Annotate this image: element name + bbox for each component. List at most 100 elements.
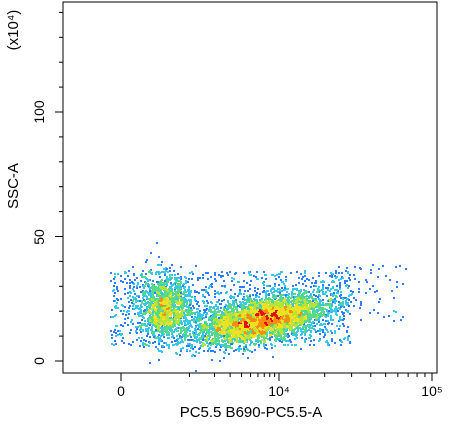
event-dot: [129, 305, 131, 307]
event-dot: [345, 270, 347, 272]
event-dot: [335, 311, 337, 313]
event-dot: [232, 302, 234, 304]
event-dot: [184, 323, 186, 325]
event-dot: [154, 298, 156, 300]
event-dot: [287, 344, 289, 346]
event-dot: [315, 285, 317, 287]
event-dot: [173, 337, 175, 339]
event-dot: [223, 314, 225, 316]
event-dot: [152, 295, 154, 297]
event-dot: [139, 307, 141, 309]
event-dot: [209, 326, 211, 328]
event-dot: [258, 296, 260, 298]
event-dot: [355, 299, 357, 301]
event-dot: [183, 301, 185, 303]
event-dot: [159, 331, 161, 333]
event-dot: [330, 316, 332, 318]
event-dot: [312, 291, 314, 293]
event-dot: [402, 283, 404, 285]
event-dot: [269, 339, 271, 341]
event-dot: [141, 306, 143, 308]
event-dot: [340, 297, 342, 299]
event-dot: [236, 303, 238, 305]
event-dot: [171, 288, 173, 290]
event-dot: [271, 292, 273, 294]
event-dot: [235, 301, 237, 303]
event-dot: [173, 320, 175, 322]
event-dot: [169, 279, 171, 281]
event-dot: [152, 342, 154, 344]
event-dot: [137, 305, 139, 307]
event-dot: [219, 349, 221, 351]
event-dot: [186, 303, 188, 305]
event-dot: [369, 288, 371, 290]
event-dot: [278, 333, 280, 335]
event-dot: [207, 345, 209, 347]
event-dot: [319, 295, 321, 297]
event-dot: [211, 359, 213, 361]
event-dot: [144, 323, 146, 325]
event-dot: [139, 322, 141, 324]
event-dot: [209, 347, 211, 349]
event-dot: [274, 301, 276, 303]
event-dots: [110, 242, 407, 372]
event-dot: [242, 331, 244, 333]
event-dot: [168, 302, 170, 304]
event-dot: [211, 328, 213, 330]
event-dot: [164, 322, 166, 324]
event-dot: [313, 285, 315, 287]
event-dot: [305, 327, 307, 329]
event-dot: [132, 266, 134, 268]
event-dot: [148, 298, 150, 300]
event-dot: [256, 332, 258, 334]
event-dot: [161, 329, 163, 331]
event-dot: [226, 339, 228, 341]
event-dot: [164, 314, 166, 316]
event-dot: [160, 327, 162, 329]
event-dot: [255, 340, 257, 342]
event-dot: [339, 308, 341, 310]
event-dot: [173, 299, 175, 301]
event-dot: [155, 273, 157, 275]
event-dot: [179, 289, 181, 291]
event-dot: [208, 334, 210, 336]
event-dot: [169, 298, 171, 300]
event-dot: [144, 276, 146, 278]
event-dot: [199, 332, 201, 334]
event-dot: [287, 301, 289, 303]
event-dot: [293, 293, 295, 295]
event-dot: [226, 335, 228, 337]
event-dot: [199, 314, 201, 316]
event-dot: [325, 320, 327, 322]
event-dot: [166, 276, 168, 278]
event-dot: [203, 331, 205, 333]
event-dot: [143, 317, 145, 319]
event-dot: [263, 284, 265, 286]
event-dot: [159, 286, 161, 288]
event-dot: [203, 350, 205, 352]
event-dot: [249, 295, 251, 297]
event-dot: [149, 342, 151, 344]
event-dot: [152, 280, 154, 282]
event-dot: [177, 310, 179, 312]
event-dot: [199, 323, 201, 325]
event-dot: [226, 333, 228, 335]
event-dot: [156, 320, 158, 322]
event-dot: [176, 279, 178, 281]
event-dot: [140, 280, 142, 282]
event-dot: [136, 287, 138, 289]
event-dot: [146, 309, 148, 311]
event-dot: [205, 314, 207, 316]
event-dot: [247, 331, 249, 333]
event-dot: [285, 296, 287, 298]
event-dot: [261, 298, 263, 300]
event-dot: [269, 334, 271, 336]
event-dot: [245, 346, 247, 348]
event-dot: [217, 306, 219, 308]
event-dot: [331, 303, 333, 305]
event-dot: [297, 330, 299, 332]
event-dot: [281, 290, 283, 292]
event-dot: [321, 314, 323, 316]
event-dot: [173, 315, 175, 317]
event-dot: [171, 333, 173, 335]
